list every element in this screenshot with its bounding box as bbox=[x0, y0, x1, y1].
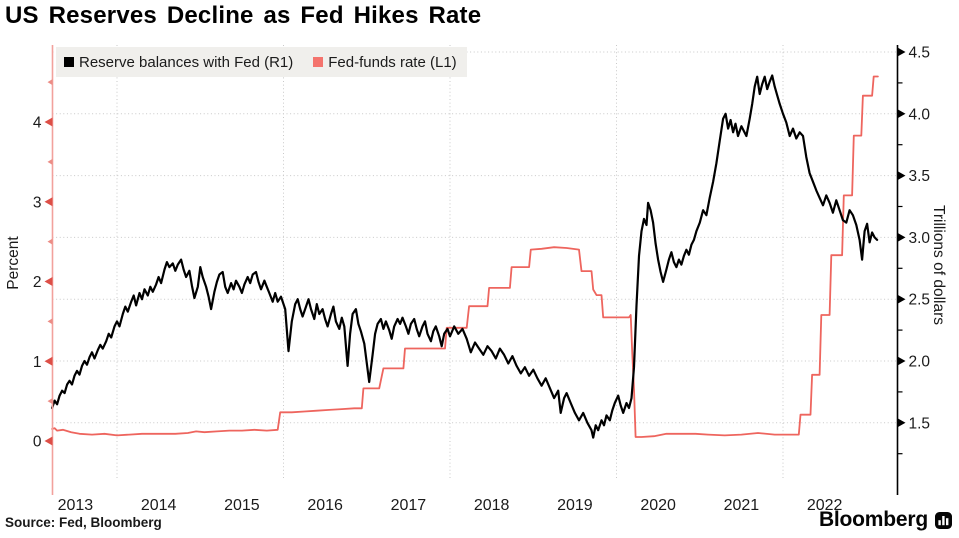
legend-label-reserves: Reserve balances with Fed (R1) bbox=[79, 53, 294, 71]
chart-title: US Reserves Decline as Fed Hikes Rate bbox=[5, 2, 482, 29]
left-axis-minor-tick bbox=[47, 398, 53, 405]
left-axis-minor-tick bbox=[47, 318, 53, 325]
left-axis-tick bbox=[44, 356, 53, 366]
x-axis-year-label: 2019 bbox=[557, 497, 593, 514]
legend-item-fed-funds: Fed-funds rate (L1) bbox=[313, 53, 457, 71]
x-axis-year-label: 2016 bbox=[307, 497, 343, 514]
left-axis-tick-label: 1 bbox=[33, 354, 42, 371]
right-axis-tick bbox=[897, 232, 906, 242]
x-axis-year-label: 2013 bbox=[58, 497, 94, 514]
x-axis-year-label: 2018 bbox=[474, 497, 510, 514]
left-axis-title: Percent bbox=[5, 236, 22, 290]
right-axis-tick bbox=[897, 171, 906, 181]
legend-label-fed-funds: Fed-funds rate (L1) bbox=[328, 53, 457, 71]
right-axis-tick-label: 3.0 bbox=[909, 230, 931, 247]
bloomberg-bars-icon bbox=[935, 511, 952, 529]
left-axis-tick bbox=[44, 197, 53, 207]
left-axis-tick bbox=[44, 117, 53, 127]
source-note: Source: Fed, Bloomberg bbox=[5, 515, 162, 530]
legend: Reserve balances with Fed (R1) Fed-funds… bbox=[56, 47, 467, 77]
left-axis-minor-tick bbox=[47, 238, 53, 245]
left-axis-tick bbox=[44, 277, 53, 286]
fed-funds-series-swatch-icon bbox=[313, 57, 324, 67]
right-axis-tick bbox=[897, 418, 906, 428]
right-axis-tick-label: 2.0 bbox=[909, 354, 931, 371]
x-axis-year-label: 2014 bbox=[141, 497, 177, 514]
x-axis-year-label: 2015 bbox=[224, 497, 260, 514]
legend-item-reserves: Reserve balances with Fed (R1) bbox=[64, 54, 293, 71]
left-axis-tick-label: 2 bbox=[33, 274, 42, 291]
x-axis-year-label: 2021 bbox=[724, 497, 760, 514]
right-axis-tick-label: 2.5 bbox=[909, 292, 931, 309]
bloomberg-branding: Bloomberg bbox=[819, 508, 952, 532]
bloomberg-wordmark: Bloomberg bbox=[818, 508, 928, 531]
left-axis-tick-label: 4 bbox=[33, 115, 42, 132]
left-axis-tick-label: 3 bbox=[33, 194, 42, 211]
left-axis-tick-label: 0 bbox=[33, 434, 42, 451]
right-axis-tick bbox=[897, 294, 906, 304]
right-axis-tick bbox=[897, 47, 906, 57]
x-axis-year-label: 2017 bbox=[391, 497, 427, 514]
x-axis-year-label: 2020 bbox=[640, 497, 676, 514]
right-axis-tick-label: 4.0 bbox=[909, 106, 931, 123]
left-axis-minor-tick bbox=[47, 79, 53, 86]
right-axis-title: Trillions of dollars bbox=[930, 204, 947, 326]
reserves-series-swatch-icon bbox=[64, 57, 74, 67]
right-axis-tick bbox=[897, 109, 906, 119]
right-axis-tick bbox=[897, 356, 906, 366]
left-axis-tick bbox=[44, 436, 53, 446]
x-axis-year-label: 2022 bbox=[807, 497, 843, 514]
reserve-balances-line bbox=[50, 74, 879, 439]
right-axis-tick-label: 4.5 bbox=[909, 45, 931, 62]
left-axis-minor-tick bbox=[47, 158, 53, 165]
right-axis-tick-label: 1.5 bbox=[909, 415, 931, 432]
right-axis-tick-label: 3.5 bbox=[909, 168, 931, 185]
fed-funds-rate-line bbox=[51, 75, 879, 438]
